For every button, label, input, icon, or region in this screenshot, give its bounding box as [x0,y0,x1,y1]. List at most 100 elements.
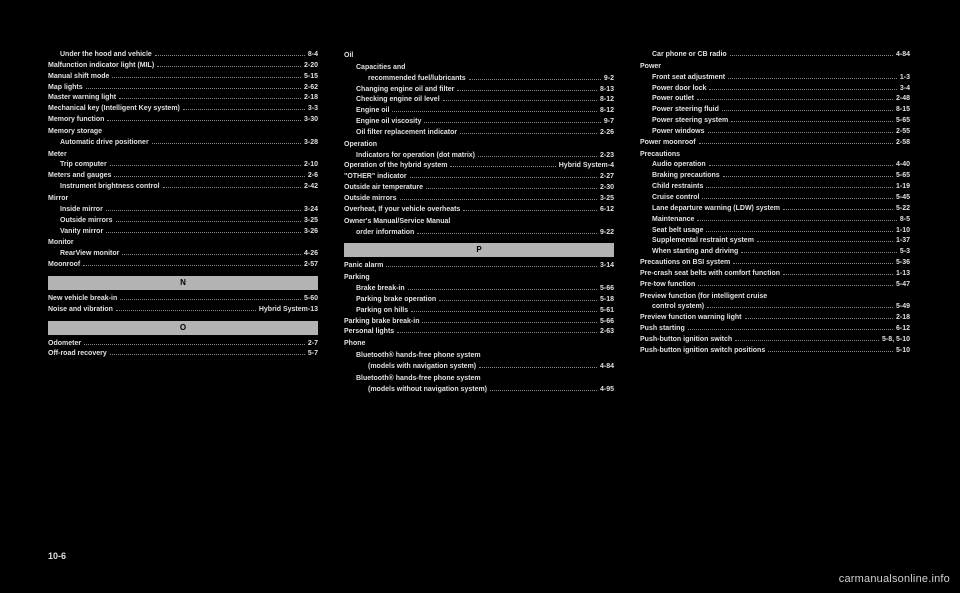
index-entry-page: 4-95 [600,385,614,396]
index-entry-page: 1-37 [896,236,910,247]
index-entry: Supplemental restraint system1-37 [640,236,910,247]
index-entry: Noise and vibrationHybrid System-13 [48,305,318,316]
index-entry-page: 5-15 [304,72,318,83]
section-band-N: N [48,276,318,290]
index-entry: Power windows2-55 [640,127,910,138]
index-entry-label: Instrument brightness control [60,182,160,193]
index-entry-page: 2-58 [896,138,910,149]
index-entry-label: order information [356,228,414,239]
leader-dots [457,90,597,91]
leader-dots [443,100,597,101]
column-1: Under the hood and vehicle8-4Malfunction… [48,50,318,395]
index-entry-label: Parking on hills [356,306,408,317]
index-entry-label: Indicators for operation (dot matrix) [356,151,475,162]
index-entry-page: 3-14 [600,261,614,272]
leader-dots [469,79,601,80]
index-entry-page: 5-65 [896,171,910,182]
index-entry-label: Engine oil [356,106,389,117]
index-entry: Changing engine oil and filter8-13 [344,85,614,96]
leader-dots [400,199,597,200]
leader-dots [107,120,301,121]
index-entry-page: 5-3 [900,247,910,258]
index-entry-page: 2-30 [600,183,614,194]
index-entry-page: 8-12 [600,95,614,106]
leader-dots [106,232,301,233]
index-entry: Automatic drive positioner3-28 [48,138,318,149]
index-entry-label: Braking precautions [652,171,720,182]
leader-dots [698,285,893,286]
index-entry-label: Checking engine oil level [356,95,440,106]
index-heading: Operation [344,140,614,151]
index-entry-page: 2-42 [304,182,318,193]
section-band-O: O [48,321,318,335]
index-entry: Lane departure warning (LDW) system5-22 [640,204,910,215]
index-entry-page: 5-49 [896,302,910,313]
index-entry: "OTHER" indicator2-27 [344,172,614,183]
index-entry-label: Push starting [640,324,685,335]
index-entry-page: 3-4 [900,84,910,95]
index-entry-label: Meters and gauges [48,171,111,182]
index-entry-label: Precautions on BSI system [640,258,730,269]
index-entry-page: 1-3 [900,73,910,84]
leader-dots [783,274,893,275]
index-entry: Under the hood and vehicle8-4 [48,50,318,61]
leader-dots [392,111,597,112]
index-entry: Personal lights2-63 [344,327,614,338]
leader-dots [709,165,893,166]
leader-dots [410,177,597,178]
index-entry: Inside mirror3-24 [48,205,318,216]
index-entry: Memory function3-30 [48,115,318,126]
leader-dots [83,265,301,266]
index-entry-page: 3-25 [304,216,318,227]
index-entry-label: Parking brake operation [356,295,436,306]
index-entry-page: 3-26 [304,227,318,238]
index-entry-label: Power door lock [652,84,706,95]
index-entry-label: Master warning light [48,93,116,104]
index-entry-page: 6-12 [600,205,614,216]
index-heading: Preview function (for intelligent cruise [640,292,910,303]
leader-dots [114,176,304,177]
leader-dots [702,198,893,199]
leader-dots [152,143,301,144]
leader-dots [86,88,301,89]
index-entry: Operation of the hybrid systemHybrid Sys… [344,161,614,172]
index-entry: Maintenance8-5 [640,215,910,226]
index-entry-label: Operation of the hybrid system [344,161,447,172]
leader-dots [116,221,301,222]
index-entry-page: 3-24 [304,205,318,216]
index-entry: Push-button ignition switch positions5-1… [640,346,910,357]
index-entry: control system)5-49 [640,302,910,313]
index-entry-label: Pre-tow function [640,280,695,291]
leader-dots [426,188,597,189]
index-heading: Bluetooth® hands-free phone system [344,351,614,362]
index-entry-page: 2-10 [304,160,318,171]
index-entry-label: Engine oil viscosity [356,117,421,128]
index-entry-page: 2-18 [896,313,910,324]
index-entry: Panic alarm3-14 [344,261,614,272]
index-entry-label: Power steering system [652,116,728,127]
leader-dots [731,121,893,122]
leader-dots [157,66,301,67]
leader-dots [424,122,601,123]
index-heading: Phone [344,339,614,350]
index-entry-label: Vanity mirror [60,227,103,238]
leader-dots [688,329,893,330]
index-heading: Capacities and [344,63,614,74]
index-entry-page: 5-10 [896,346,910,357]
index-entry: Moonroof2-57 [48,260,318,271]
index-entry-page: 8-5 [900,215,910,226]
index-entry-page: 5-18 [600,295,614,306]
index-entry: Indicators for operation (dot matrix)2-2… [344,151,614,162]
index-entry-page: 5-8, 5-10 [882,335,910,346]
index-entry-page: 5-65 [896,116,910,127]
section-band-P: P [344,243,614,257]
index-entry-page: 4-26 [304,249,318,260]
index-entry: New vehicle break-in5-60 [48,294,318,305]
index-entry: Overheat, If your vehicle overheats6-12 [344,205,614,216]
leader-dots [706,187,893,188]
leader-dots [697,220,896,221]
index-entry: Power outlet2-48 [640,94,910,105]
index-entry-label: Lane departure warning (LDW) system [652,204,780,215]
leader-dots [155,55,305,56]
leader-dots [122,254,301,255]
